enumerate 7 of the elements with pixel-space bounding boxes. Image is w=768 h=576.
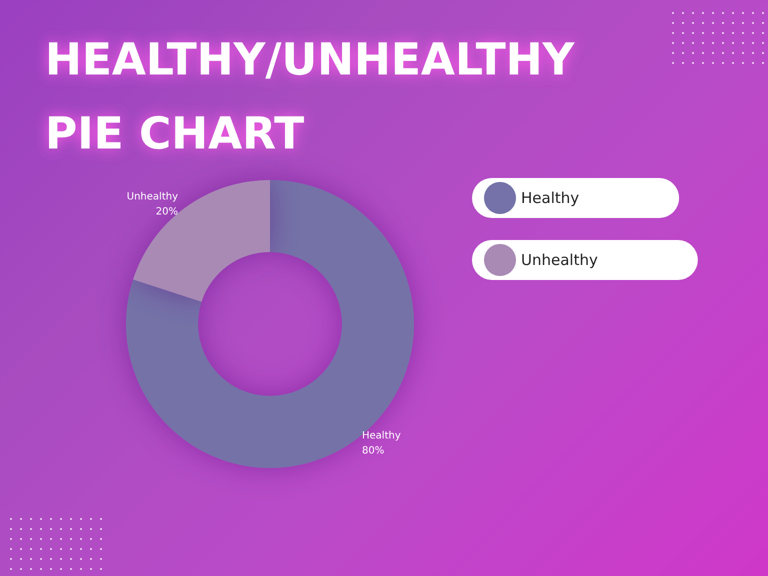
chart-title: HEALTHY/UNHEALTHY PIE CHART [45,34,590,160]
data-label: 20% [156,206,178,218]
legend-label: Unhealthy [521,251,598,269]
slice-label: Healthy [362,430,401,442]
legend-label: Healthy [521,189,580,207]
data-label: 80% [362,446,384,457]
slice-label: Unhealthy [126,191,178,202]
